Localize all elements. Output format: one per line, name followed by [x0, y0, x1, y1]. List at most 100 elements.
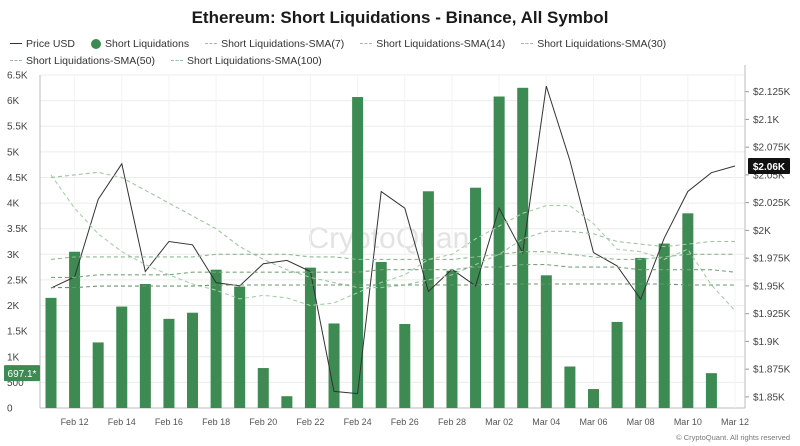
right-tick-label: $1.875K [753, 365, 791, 376]
watermark: CryptoQuant [307, 222, 478, 255]
left-tick-label: 1.5K [7, 327, 28, 338]
short-liquidations-bar [635, 257, 647, 408]
legend-swatch-sma100 [170, 60, 183, 61]
x-tick-label: Mar 08 [627, 417, 655, 427]
current-left-label: 697.1* [8, 369, 37, 380]
x-tick-label: Feb 24 [344, 417, 372, 427]
right-tick-label: $2.025K [753, 198, 791, 209]
short-liquidations-bar [517, 87, 529, 409]
legend-item-sma50[interactable]: Short Liquidations-SMA(50) [10, 53, 155, 68]
sma-line-100 [51, 283, 735, 289]
legend-swatch-price [10, 43, 22, 44]
short-liquidations-bar [69, 251, 81, 408]
legend-label-sma30: Short Liquidations-SMA(30) [537, 37, 667, 50]
sma-line-14 [50, 171, 735, 289]
short-liquidations-bar [210, 269, 222, 408]
left-tick-label: 4.5K [7, 173, 28, 184]
sma-line-50 [51, 264, 736, 278]
legend-item-sma14[interactable]: Short Liquidations-SMA(14) [360, 36, 505, 51]
right-tick-label: $1.85K [753, 392, 785, 403]
x-tick-label: Mar 12 [721, 417, 749, 427]
x-tick-label: Feb 22 [296, 417, 324, 427]
short-liquidations-bar [92, 342, 104, 408]
right-tick-label: $2.125K [753, 87, 791, 98]
x-tick-label: Feb 14 [108, 417, 136, 427]
short-liquidations-bar [540, 275, 552, 408]
short-liquidations-bar [328, 323, 340, 408]
short-liquidations-bar [422, 191, 434, 408]
short-liquidations-bar [375, 261, 387, 408]
legend-item-short-liquidations[interactable]: Short Liquidations [91, 36, 189, 51]
left-tick-label: 6K [7, 96, 20, 107]
left-tick-label: 500 [7, 378, 24, 389]
short-liquidations-bar [587, 389, 599, 408]
short-liquidations-bar [470, 187, 482, 408]
legend-item-price[interactable]: Price USD [10, 36, 75, 51]
x-tick-label: Feb 12 [61, 417, 89, 427]
short-liquidations-bar [658, 243, 670, 408]
right-tick-label: $1.925K [753, 309, 791, 320]
legend-item-sma100[interactable]: Short Liquidations-SMA(100) [170, 53, 322, 68]
left-tick-label: 3K [7, 250, 20, 261]
legend-swatch-sma14 [360, 43, 373, 44]
short-liquidations-bar [446, 270, 458, 408]
legend-swatch-sma50 [10, 60, 22, 61]
short-liquidations-bar [352, 97, 364, 408]
short-liquidations-bar [281, 396, 293, 408]
right-tick-label: $1.9K [753, 337, 779, 348]
right-tick-label: $2.075K [753, 143, 791, 154]
short-liquidations-bar [493, 96, 505, 409]
short-liquidations-bar [234, 286, 246, 408]
current-right-badge [748, 158, 790, 175]
chart-title: Ethereum: Short Liquidations - Binance, … [191, 8, 609, 27]
left-tick-label: 6.5K [7, 71, 28, 82]
short-liquidations-bar [139, 284, 151, 408]
left-tick-label: 5K [7, 147, 20, 158]
left-tick-label: 1K [7, 352, 20, 363]
copyright-text: © CryptoQuant. All rights reserved [676, 433, 790, 442]
short-liquidations-bar [163, 318, 175, 408]
left-tick-label: 5.5K [7, 122, 28, 133]
short-liquidations-bar [564, 366, 576, 408]
short-liquidations-bar [257, 368, 269, 408]
x-tick-label: Mar 10 [674, 417, 702, 427]
left-tick-label: 2K [7, 301, 20, 312]
x-tick-label: Mar 06 [579, 417, 607, 427]
short-liquidations-bar [116, 306, 128, 408]
x-tick-label: Feb 18 [202, 417, 230, 427]
short-liquidations-bar [304, 267, 316, 408]
x-tick-label: Feb 20 [249, 417, 277, 427]
price-usd-line [50, 85, 736, 395]
right-tick-label: $1.95K [753, 281, 785, 292]
current-left-badge [4, 365, 40, 382]
legend-swatch-sma7 [205, 43, 218, 44]
x-tick-label: Mar 02 [485, 417, 513, 427]
legend-label-price: Price USD [26, 37, 76, 50]
current-right-label: $2.06K [753, 162, 786, 173]
right-tick-label: $2.1K [753, 115, 779, 126]
legend-label-short-liquidations: Short Liquidations [105, 37, 190, 50]
legend-item-sma30[interactable]: Short Liquidations-SMA(30) [521, 36, 666, 51]
x-tick-label: Feb 26 [391, 417, 419, 427]
x-tick-label: Mar 04 [532, 417, 560, 427]
legend-item-sma7[interactable]: Short Liquidations-SMA(7) [205, 36, 344, 51]
legend-swatch-sma30 [521, 43, 534, 44]
short-liquidations-bar [187, 312, 199, 408]
right-tick-label: $2.05K [753, 170, 785, 181]
legend-swatch-short-liquidations [91, 38, 102, 49]
right-tick-label: $1.975K [753, 254, 791, 265]
x-tick-label: Feb 16 [155, 417, 183, 427]
short-liquidations-bar [705, 373, 717, 408]
legend-label-sma14: Short Liquidations-SMA(14) [376, 37, 506, 50]
left-tick-label: 3.5K [7, 224, 28, 235]
left-tick-label: 4K [7, 199, 20, 210]
left-tick-label: 0 [7, 404, 13, 415]
legend-label-sma7: Short Liquidations-SMA(7) [221, 37, 345, 50]
legend: Price USD Short Liquidations Short Liqui… [10, 36, 790, 68]
left-tick-label: 2.5K [7, 275, 28, 286]
sma-line-7 [50, 174, 736, 312]
short-liquidations-bar [399, 323, 411, 408]
short-liquidations-bar [45, 297, 57, 408]
legend-label-sma100: Short Liquidations-SMA(100) [186, 54, 322, 67]
